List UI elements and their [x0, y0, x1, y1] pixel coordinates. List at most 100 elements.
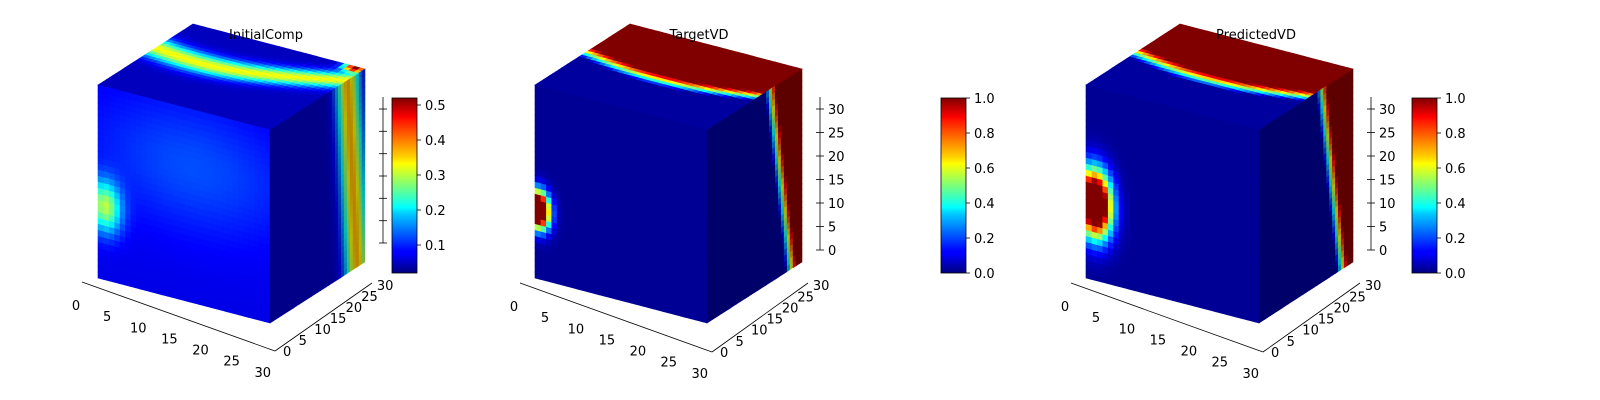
z-tick-label: 10: [828, 197, 845, 212]
x-axis: 0 5 10 15 20 25 30: [72, 281, 276, 381]
colorbar-tick-label: 0.3: [425, 169, 446, 184]
colorbar-tick-label: 0.8: [974, 127, 995, 142]
y-tick-label: 15: [330, 312, 347, 327]
x-tick-label: 10: [1119, 322, 1136, 337]
colorbar-tick-label: 0.4: [1445, 197, 1466, 212]
colorbar-tick-label: 0.0: [974, 267, 995, 282]
colorbar-tick-label: 1.0: [1445, 92, 1466, 107]
y-tick-label: 30: [813, 279, 830, 294]
z-tick-label: 30: [828, 103, 845, 118]
z-tick-label: 5: [1379, 221, 1387, 236]
x-tick-label: 0: [1061, 300, 1069, 315]
z-tick-label: 25: [828, 127, 845, 142]
colorbar-tick-label: 0.2: [425, 204, 446, 219]
y-tick-label: 20: [346, 301, 363, 316]
y-tick-label: 30: [377, 279, 394, 294]
colorbar-tick-label: 0.4: [974, 197, 995, 212]
y-tick-label: 0: [283, 345, 291, 360]
y-tick-label: 15: [767, 313, 784, 328]
z-tick-label: 0: [1379, 244, 1387, 259]
x-tick-label: 30: [1243, 367, 1260, 382]
z-tick-label: 5: [828, 221, 836, 236]
colorbar-tick-label: 0.2: [1445, 232, 1466, 247]
panel-predictedvd: 051015202530051015202530051015202530Pred…: [1061, 23, 1466, 382]
z-axis: 0 5 10 15 20 25 30: [816, 97, 845, 259]
y-tick-label: 0: [720, 346, 728, 361]
colorbar: 0.0 0.2 0.4 0.6 0.8 1.0: [940, 92, 995, 282]
x-tick-label: 10: [130, 321, 147, 336]
colorbar-tick-label: 0.8: [1445, 127, 1466, 142]
z-tick-label: 0: [828, 244, 836, 259]
y-tick-label: 25: [797, 290, 814, 305]
x-tick-label: 5: [541, 311, 549, 326]
x-tick-label: 10: [568, 322, 585, 337]
top-face: [534, 23, 803, 131]
panel-targetvd: 051015202530051015202530051015202530Targ…: [510, 23, 995, 382]
panel-initialcomp: 051015202530051015202530InitialComp0.10.…: [72, 23, 446, 381]
z-tick-label: 20: [828, 150, 845, 165]
x-tick-label: 0: [510, 300, 518, 315]
z-tick-label: 10: [1379, 197, 1396, 212]
panel-title: TargetVD: [668, 28, 728, 43]
x-axis: 0 5 10 15 20 25 30: [510, 282, 713, 382]
front-face: [1085, 84, 1260, 324]
colorbar-tick-label: 0.6: [1445, 162, 1466, 177]
side-face: [269, 68, 366, 324]
colorbar: 0.1 0.2 0.3 0.4 0.5: [391, 97, 446, 274]
x-tick-label: 15: [161, 332, 178, 347]
x-tick-label: 25: [1212, 356, 1229, 371]
y-tick-label: 10: [1302, 324, 1319, 339]
colorbar-tick-label: 0.5: [425, 99, 446, 114]
front-face: [97, 84, 271, 324]
colorbar: 0.0 0.2 0.4 0.6 0.8 1.0: [1411, 92, 1466, 282]
y-tick-label: 20: [1334, 302, 1351, 317]
y-tick-label: 5: [1287, 335, 1295, 350]
colorbar-tick-label: 0.6: [974, 162, 995, 177]
y-tick-label: 25: [361, 290, 378, 305]
x-tick-label: 20: [630, 345, 647, 360]
x-tick-label: 30: [255, 366, 272, 381]
y-tick-label: 0: [1271, 346, 1279, 361]
top-face: [97, 23, 366, 131]
colorbar-tick-label: 0.2: [974, 232, 995, 247]
panel-title: PredictedVD: [1216, 28, 1296, 43]
x-tick-label: 15: [1150, 333, 1167, 348]
z-tick-label: 20: [1379, 150, 1396, 165]
y-tick-label: 10: [314, 323, 331, 338]
y-tick-label: 5: [299, 334, 307, 349]
y-tick-label: 25: [1349, 290, 1366, 305]
y-tick-label: 30: [1365, 279, 1382, 294]
z-axis: 0 5 10 15 20 25 30: [1367, 97, 1396, 259]
x-tick-label: 15: [599, 333, 616, 348]
z-tick-label: 25: [1379, 127, 1396, 142]
colorbar-tick-label: 0.1: [425, 239, 446, 254]
side-face: [706, 68, 803, 324]
x-axis: 0 5 10 15 20 25 30: [1061, 282, 1264, 382]
side-face: [1258, 68, 1354, 324]
colorbar-tick-label: 1.0: [974, 92, 995, 107]
colorbar-tick-label: 0.0: [1445, 267, 1466, 282]
y-tick-label: 15: [1318, 313, 1335, 328]
x-tick-label: 30: [692, 367, 709, 382]
x-tick-label: 20: [192, 344, 209, 359]
x-tick-label: 25: [223, 355, 240, 370]
x-tick-label: 20: [1181, 345, 1198, 360]
x-tick-label: 5: [103, 310, 111, 325]
panel-title: InitialComp: [229, 28, 303, 43]
y-tick-label: 20: [782, 302, 799, 317]
x-tick-label: 0: [72, 299, 80, 314]
y-tick-label: 5: [736, 335, 744, 350]
top-face: [1085, 23, 1354, 131]
x-tick-label: 25: [661, 356, 678, 371]
y-tick-label: 10: [751, 324, 768, 339]
x-tick-label: 5: [1092, 311, 1100, 326]
colorbar-tick-label: 0.4: [425, 134, 446, 149]
z-axis: [379, 97, 387, 244]
z-tick-label: 15: [828, 174, 845, 189]
z-tick-label: 15: [1379, 174, 1396, 189]
z-tick-label: 30: [1379, 103, 1396, 118]
